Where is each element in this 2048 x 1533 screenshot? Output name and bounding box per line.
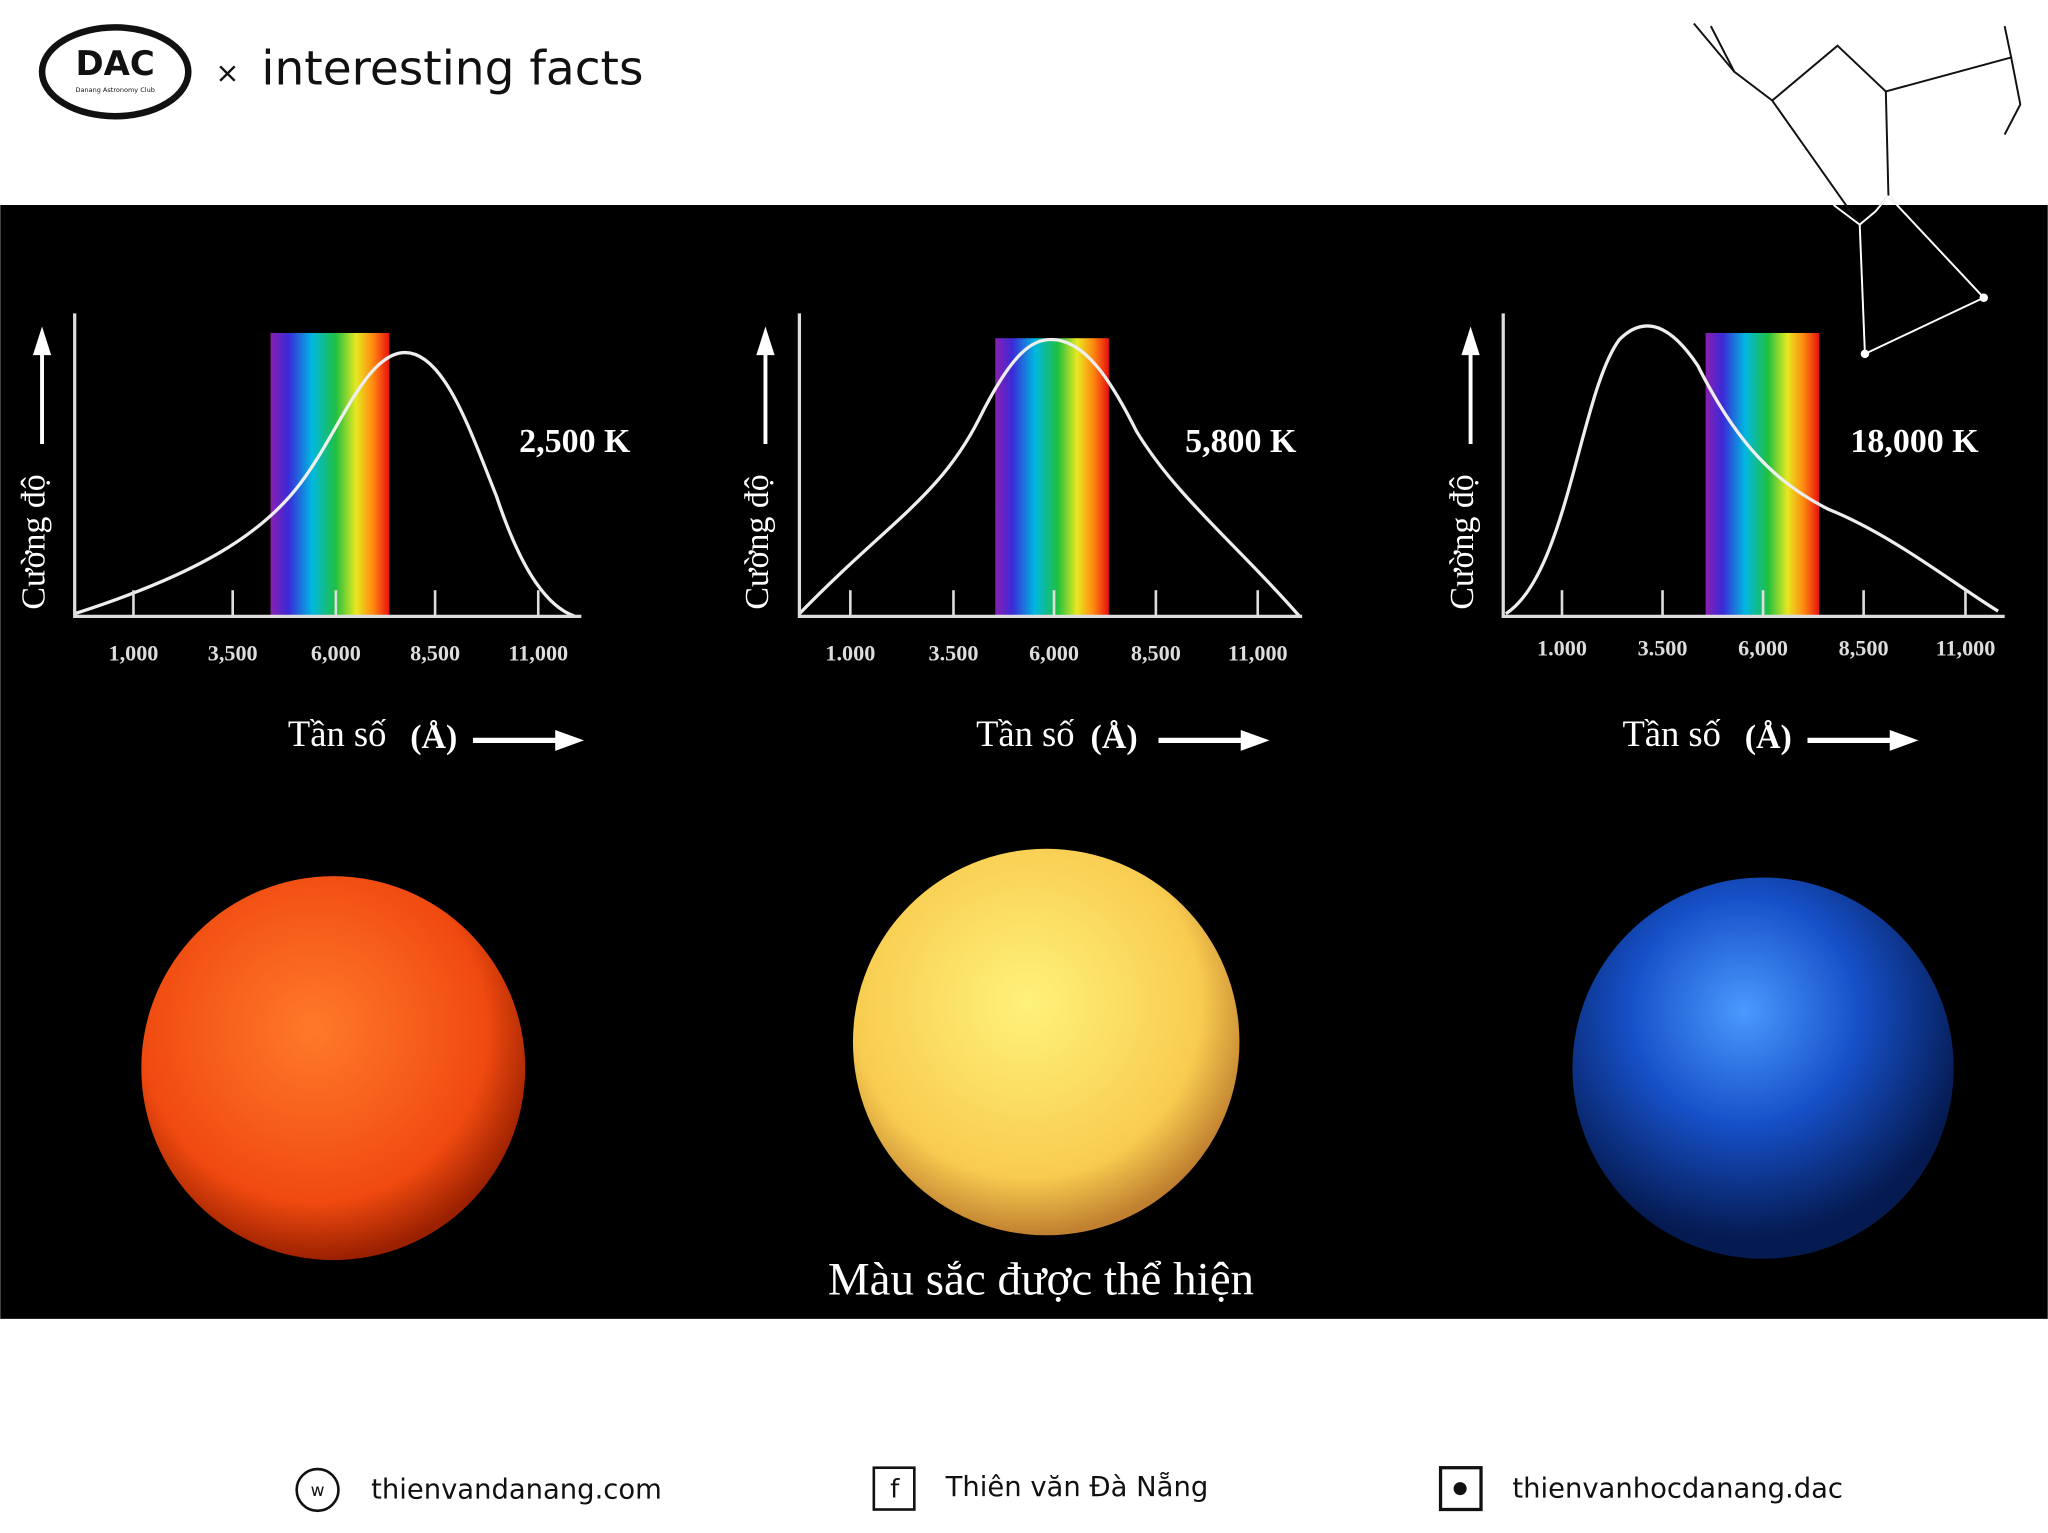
temperature: 2,500 K bbox=[519, 423, 631, 460]
y-arrow-head bbox=[1461, 326, 1480, 356]
constellation-light bbox=[1833, 195, 1989, 359]
caption: Màu sắc được thể hiện bbox=[828, 1253, 1254, 1305]
logo: DAC Danang Astronomy Club bbox=[38, 24, 192, 120]
x-label: Tần số bbox=[976, 713, 1074, 754]
x-label: Tần số bbox=[288, 713, 386, 754]
instagram[interactable]: thienvanhocdanang.dac bbox=[1512, 1473, 1843, 1504]
x-label: Tần số bbox=[1622, 713, 1720, 754]
x-tick-label: 6,000 bbox=[1029, 641, 1079, 666]
instagram-icon bbox=[1438, 1466, 1483, 1512]
x-tick-label: 6,000 bbox=[311, 641, 361, 666]
x-tick-label: 6,000 bbox=[1738, 635, 1788, 660]
website[interactable]: thienvandanang.com bbox=[371, 1475, 662, 1506]
y-label: Cường độ bbox=[16, 474, 53, 609]
axes bbox=[797, 313, 1303, 618]
web-icon-letter: w bbox=[311, 1481, 325, 1501]
x-tick-label: 8,500 bbox=[410, 641, 460, 666]
curves bbox=[74, 324, 1999, 618]
x-unit: (Å) bbox=[1745, 719, 1792, 756]
x-unit: (Å) bbox=[1091, 719, 1138, 756]
temperature: 5,800 K bbox=[1185, 423, 1297, 460]
x-tick-label: 11,000 bbox=[1228, 641, 1288, 666]
y-arrow-head bbox=[756, 326, 775, 356]
x-tick-label: 11,000 bbox=[508, 641, 568, 666]
separator: × bbox=[215, 55, 239, 89]
logo-text: DAC bbox=[75, 44, 154, 84]
x-tick-label: 1.000 bbox=[1537, 635, 1587, 660]
blue-star bbox=[1572, 877, 1954, 1259]
facebook-icon bbox=[872, 1466, 916, 1511]
logo-subtitle: Danang Astronomy Club bbox=[75, 86, 154, 94]
x-tick-label: 11,000 bbox=[1936, 635, 1996, 660]
x-tick-label: 3.500 bbox=[1638, 635, 1688, 660]
x-arrow-head bbox=[555, 729, 584, 751]
x-tick-label: 1,000 bbox=[108, 641, 158, 666]
instagram-icon-dot bbox=[1453, 1482, 1467, 1496]
spectrum bbox=[270, 332, 390, 617]
yellow-star bbox=[852, 848, 1240, 1236]
facebook-icon-letter: f bbox=[890, 1474, 900, 1504]
temperature: 18,000 K bbox=[1850, 423, 1979, 460]
x-arrow-head bbox=[1889, 729, 1919, 751]
y-label: Cường độ bbox=[1444, 474, 1481, 609]
x-tick-label: 8,500 bbox=[1839, 635, 1889, 660]
red-star bbox=[141, 876, 526, 1261]
x-arrow-head bbox=[1240, 729, 1270, 751]
web-icon bbox=[295, 1467, 340, 1513]
spectrum bbox=[995, 338, 1109, 617]
x-tick-label: 3.500 bbox=[929, 641, 979, 666]
header-title: interesting facts bbox=[261, 41, 643, 96]
spectrum bbox=[1705, 332, 1820, 617]
y-label: Cường độ bbox=[739, 474, 776, 609]
axes bbox=[1501, 313, 2005, 618]
x-tick-label: 1.000 bbox=[825, 641, 875, 666]
facebook[interactable]: Thiên văn Đà Nẵng bbox=[945, 1472, 1209, 1503]
x-tick-label: 8,500 bbox=[1131, 641, 1181, 666]
y-arrow-head bbox=[32, 326, 52, 356]
x-tick-label: 3,500 bbox=[208, 641, 258, 666]
x-unit: (Å) bbox=[410, 719, 457, 756]
axes bbox=[73, 313, 582, 618]
